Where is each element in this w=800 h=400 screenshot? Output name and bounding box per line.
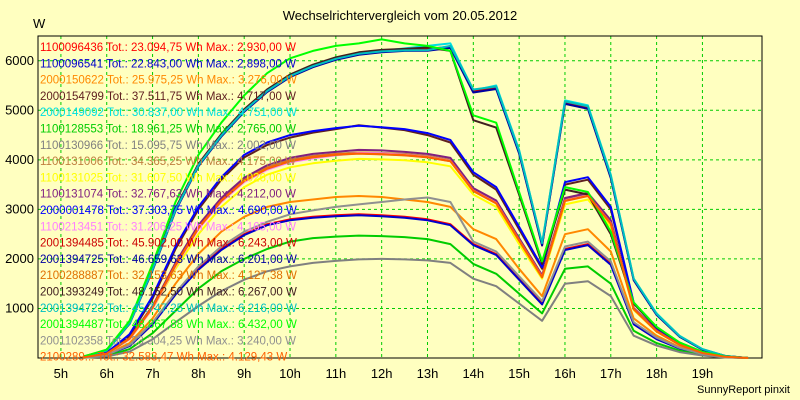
series-line-19 (83, 152, 749, 359)
y-tick-label-3: 4000 (5, 152, 34, 167)
y-tick-label-2: 3000 (5, 201, 34, 216)
legend-entry-1: 1100096541 Tot.: 22.843,00 Wh Max.: 2.89… (40, 58, 296, 70)
legend-entry-8: 1100131025 Tot.: 31.607,50 Wh Max.: 4.02… (40, 172, 296, 184)
legend-entry-16: 2001394723 Tot.: 45.747,25 Wh Max.: 6.21… (40, 303, 297, 315)
legend-entry-3: 2000154799 Tot.: 37.511,75 Wh Max.: 4.71… (40, 91, 296, 103)
legend-entry-19: 2100289... Tot.: 32.583,47 Wh Max.: 4.12… (40, 352, 287, 364)
x-tick-label-0: 5h (54, 366, 68, 381)
x-tick-label-14: 19h (692, 366, 714, 381)
series-line-1 (83, 214, 749, 359)
legend-entry-4: 2000149092 Tot.: 30.837,00 Wh Max.: 4.75… (40, 107, 297, 119)
legend-entry-18: 2001102358 Tot.: 23.304,25 Wh Max.: 3.24… (40, 335, 296, 347)
x-tick-label-12: 17h (600, 366, 622, 381)
legend-entry-17: 2001394487 Tot.: 48.867,88 Wh Max.: 6.43… (40, 319, 297, 331)
y-tick-label-0: 1000 (5, 300, 34, 315)
legend-entry-5: 1100128553 Tot.: 18.961,25 Wh Max.: 2.76… (40, 124, 296, 136)
legend-entry-6: 1100130966 Tot.: 15.095,75 Wh Max.: 2.00… (40, 140, 296, 152)
series-line-16 (83, 44, 749, 359)
legend-entry-0: 1100096436 Tot.: 23.094,75 Wh Max.: 2.93… (40, 42, 296, 54)
legend-entry-13: 2001394725 Tot.: 46.659,63 Wh Max.: 6.20… (40, 254, 297, 266)
x-tick-label-4: 9h (237, 366, 251, 381)
x-tick-label-13: 18h (646, 366, 668, 381)
x-tick-label-11: 16h (554, 366, 576, 381)
x-tick-label-6: 11h (325, 366, 346, 381)
legend-entry-2: 2000150622 Tot.: 25.975,25 Wh Max.: 3.27… (40, 75, 297, 87)
series-line-17 (83, 38, 749, 359)
series-line-2 (83, 195, 749, 359)
x-tick-label-2: 7h (145, 366, 159, 381)
x-tick-label-1: 6h (99, 366, 113, 381)
x-tick-label-3: 8h (191, 366, 205, 381)
legend-entry-10: 2000001478 Tot.: 37.303,75 Wh Max.: 4.69… (40, 205, 297, 217)
credit-text: SunnyReport pinxit (697, 384, 790, 396)
series-line-6 (83, 257, 749, 359)
series-line-5 (83, 234, 749, 359)
x-tick-label-10: 15h (508, 366, 530, 381)
y-axis-label: W (33, 16, 46, 31)
legend-entry-14: 2100288887 Tot.: 32.153,63 Wh Max.: 4.12… (40, 270, 297, 282)
x-tick-label-7: 12h (371, 366, 393, 381)
series-line-18 (83, 196, 749, 359)
y-tick-label-4: 5000 (5, 102, 34, 117)
x-tick-label-5: 10h (279, 366, 301, 381)
x-tick-label-9: 14h (462, 366, 484, 381)
y-tick-label-1: 2000 (5, 251, 34, 266)
y-tick-label-5: 6000 (5, 53, 34, 68)
legend-entry-12: 2001394485 Tot.: 45.902,00 Wh Max.: 6.24… (40, 238, 297, 250)
legend-entry-11: 1100213451 Tot.: 31.206,25 Wh Max.: 4.16… (40, 221, 296, 233)
chart-title: Wechselrichtervergleich vom 20.05.2012 (282, 8, 518, 23)
legend-entry-15: 2001393249 Tot.: 48.152,50 Wh Max.: 6.26… (40, 287, 297, 299)
x-tick-label-8: 13h (417, 366, 439, 381)
plot-frame (37, 35, 763, 359)
legend-entry-9: 1100131074 Tot.: 32.767,63 Wh Max.: 4.21… (40, 189, 296, 201)
legend-entry-7: 1100131006 Tot.: 34.365,25 Wh Max.: 4.17… (40, 156, 296, 168)
